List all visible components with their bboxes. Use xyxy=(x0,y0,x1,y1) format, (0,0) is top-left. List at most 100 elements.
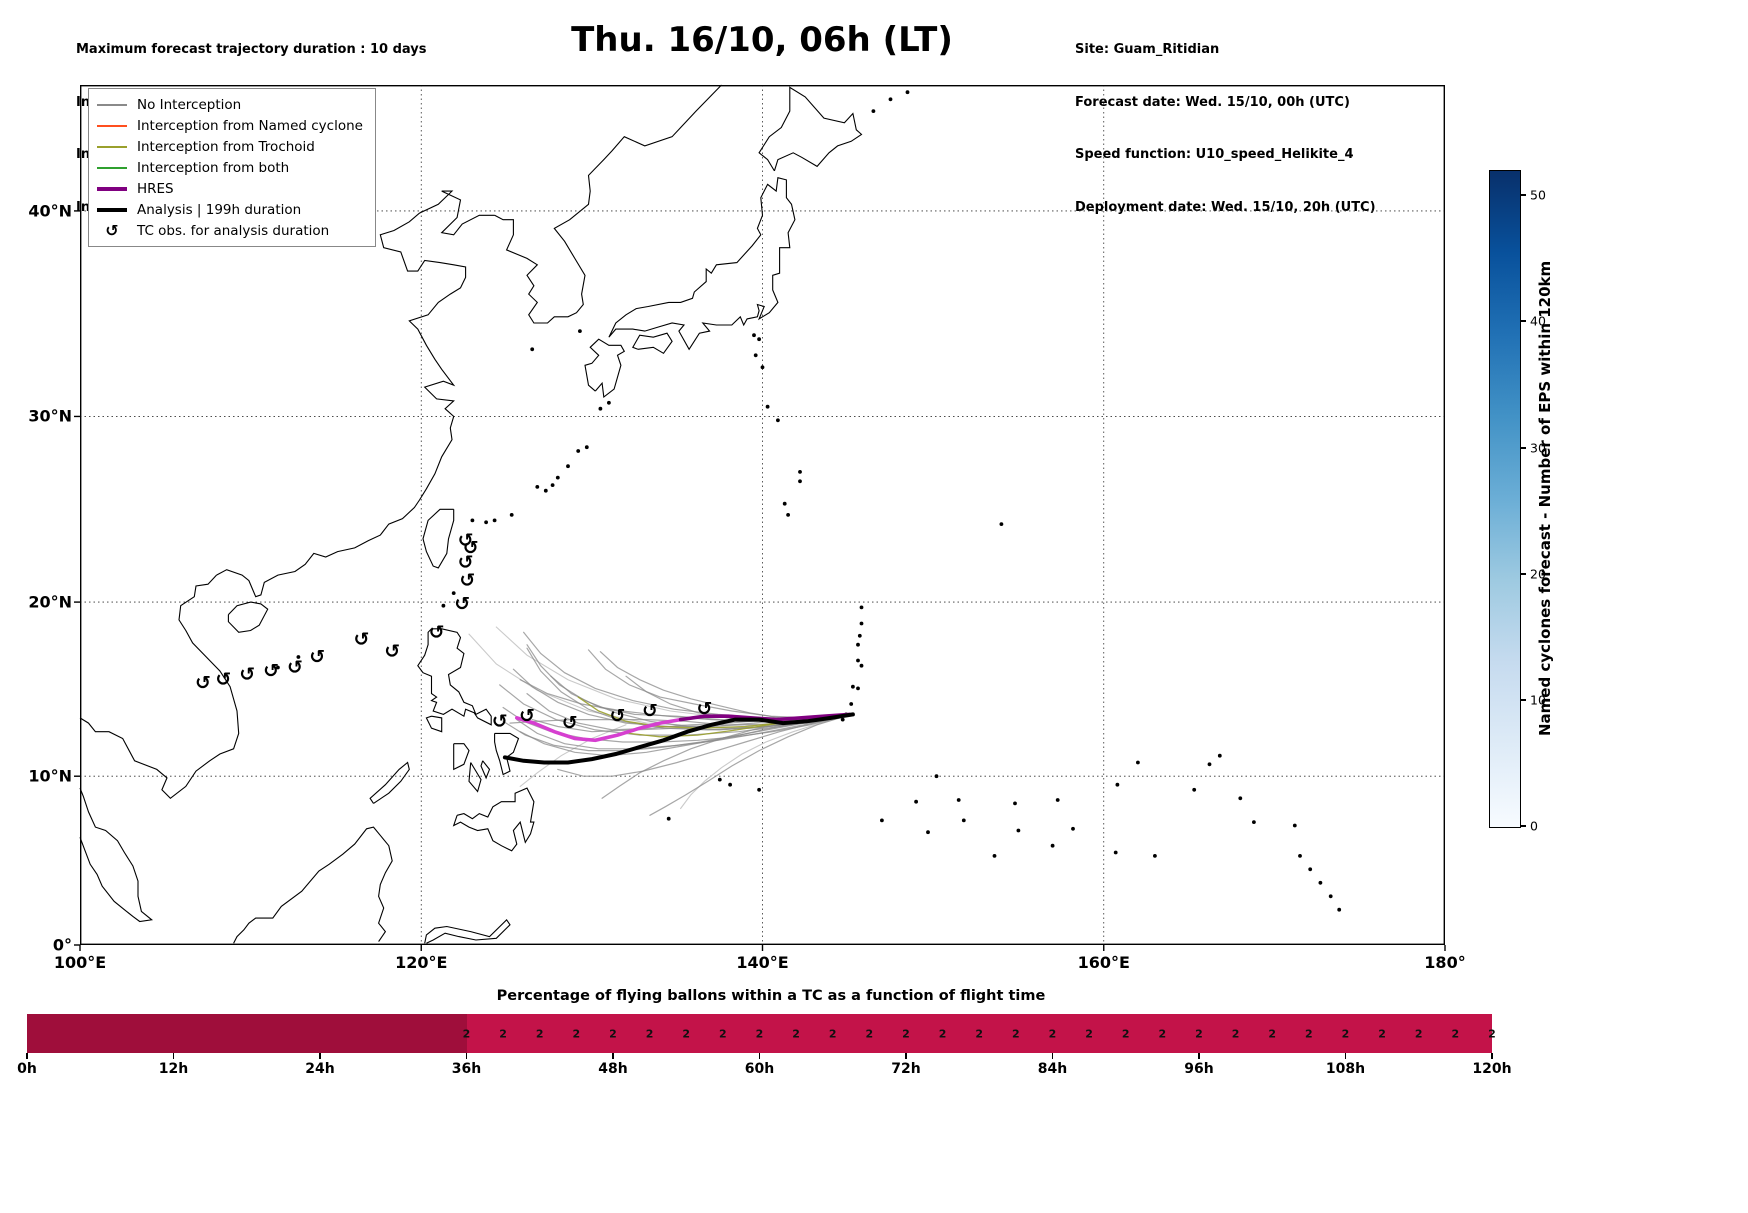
bottom-chart-title: Percentage of flying ballons within a TC… xyxy=(496,988,1046,1004)
island-dot xyxy=(555,475,560,480)
island-dot xyxy=(1298,854,1302,858)
island-dot xyxy=(786,513,790,517)
legend-entry-6: ↺ TC obs. for analysis duration xyxy=(97,220,363,241)
coastline xyxy=(494,84,722,324)
tc-obs-marker: ↺ xyxy=(263,660,279,682)
island-dot xyxy=(1055,798,1060,802)
bottom-bar-value: 2 xyxy=(938,1027,947,1040)
x-axis-label: 140°E xyxy=(736,953,789,972)
legend-line-swatch xyxy=(97,166,127,169)
bottom-bar-value: 2 xyxy=(975,1027,984,1040)
colorbar xyxy=(1489,170,1521,828)
colorbar-label: Named cyclones forecast - Number of EPS … xyxy=(1536,260,1554,736)
bottom-bar-value: 2 xyxy=(755,1027,764,1040)
island-dot xyxy=(1136,760,1140,765)
bottom-axis-tick-mark xyxy=(905,1053,907,1059)
legend-entry-5: Analysis | 199h duration xyxy=(97,199,363,220)
island-dot xyxy=(760,365,765,370)
island-dot xyxy=(859,605,864,610)
island-dot xyxy=(905,90,910,95)
legend-label: Analysis | 199h duration xyxy=(137,201,302,218)
island-dot xyxy=(1328,894,1333,899)
bottom-bar-value: 2 xyxy=(719,1027,727,1040)
tc-obs-marker: ↺ xyxy=(429,621,445,643)
trajectory-map: ↺ ↺ ↺ ↺ ↺ ↺ ↺ ↺ ↺ ↺ ↺ ↺ ↺ ↺ ↺ ↺ ↺ ↺ ↺ ↺ No Interception Inte… xyxy=(54,84,1466,972)
coastline xyxy=(417,628,492,726)
y-axis-label: 10°N xyxy=(28,766,72,786)
island-dot xyxy=(1308,867,1313,872)
tc-obs-marker: ↺ xyxy=(309,646,325,668)
island-dot xyxy=(798,470,802,474)
island-dot xyxy=(782,501,787,506)
tc-obs-marker: ↺ xyxy=(454,593,470,615)
island-dot xyxy=(1318,880,1323,885)
coastline xyxy=(233,826,393,944)
meta-forecast-date: Forecast date: Wed. 15/10, 00h (UTC) xyxy=(1075,94,1350,110)
bottom-bar-value: 2 xyxy=(682,1027,691,1040)
x-axis-label: 120°E xyxy=(395,953,448,972)
track-analysis xyxy=(502,712,855,765)
bottom-bar: 2 2 2 2 2 2 2 2 2 2 2 2 2 2 2 2 2 2 2 2 2 2 2 2 2 2 2 2 2 xyxy=(27,1014,1496,1053)
bottom-bar-value: 2 xyxy=(1341,1027,1350,1040)
island-dot xyxy=(859,621,864,626)
header-meta-right: Site: Guam_Ritidian Forecast date: Wed. … xyxy=(1075,6,1376,234)
legend-entry-2: Interception from Trochoid xyxy=(97,136,363,157)
tc-obs-marker: ↺ xyxy=(463,537,479,559)
island-dot xyxy=(999,522,1004,526)
map-legend: No Interception Interception from Named c… xyxy=(88,88,376,247)
coastline xyxy=(452,787,535,852)
track-ensemble-faint xyxy=(519,724,627,787)
island-dot xyxy=(1337,907,1342,912)
legend-entry-1: Interception from Named cyclone xyxy=(97,115,363,136)
meta-speed-function: Speed function: U10_speed_Helikite_4 xyxy=(1075,147,1354,162)
bottom-bar-value: 2 xyxy=(865,1027,874,1040)
island-dot xyxy=(584,445,589,450)
legend-label: Interception from both xyxy=(137,159,290,176)
legend-line-swatch xyxy=(97,145,127,148)
track-hres-west xyxy=(515,716,683,743)
colorbar-tick-label: 0 xyxy=(1530,818,1538,834)
bottom-axis-tick-mark xyxy=(1051,1053,1054,1059)
coastline xyxy=(584,338,626,399)
bottom-bar-value: 2 xyxy=(499,1027,507,1040)
y-axis-label: 0° xyxy=(52,935,72,955)
colorbar-tick-label: 20 xyxy=(1530,566,1546,582)
colorbar-tick-mark xyxy=(1520,698,1526,701)
track-ensemble xyxy=(516,713,852,750)
coastline xyxy=(369,761,410,804)
bottom-bar-value: 2 xyxy=(645,1027,654,1040)
bottom-axis-tick-mark xyxy=(319,1053,321,1059)
colorbar-tick-label: 30 xyxy=(1530,440,1546,456)
tc-obs-marker: ↺ xyxy=(697,698,713,720)
tc-obs-marker: ↺ xyxy=(215,669,231,691)
legend-line-swatch xyxy=(97,124,127,127)
bottom-bar-value: 2 xyxy=(1378,1027,1386,1040)
island-dot xyxy=(535,485,540,489)
coastline xyxy=(79,574,240,800)
island-dot xyxy=(666,816,671,821)
bottom-bar-value: 2 xyxy=(1451,1027,1460,1040)
island-dot xyxy=(992,854,997,858)
bottom-axis-tick-label: 12h xyxy=(158,1061,189,1077)
coastline xyxy=(216,190,495,598)
track-ensemble xyxy=(649,713,852,816)
bottom-axis-tick-label: 48h xyxy=(598,1061,628,1077)
island-dot xyxy=(578,329,582,333)
island-dot xyxy=(530,347,535,352)
meta-site: Site: Guam_Ritidian xyxy=(1075,42,1220,57)
colorbar-tick-mark xyxy=(1520,572,1526,575)
track-ensemble xyxy=(587,649,852,719)
meta-max-duration: Maximum forecast trajectory duration : 1… xyxy=(76,42,427,57)
island-dot xyxy=(1153,854,1157,858)
island-dot xyxy=(1016,828,1021,833)
bottom-bar-value: 2 xyxy=(828,1027,837,1040)
bottom-axis: 0h 12h 24h 36h 48h 60h 72h 84h 96h 108h 120h xyxy=(17,1053,1512,1083)
coastline xyxy=(608,177,796,351)
island-dot xyxy=(914,799,918,804)
bottom-axis-tick-label: 24h xyxy=(305,1061,335,1077)
island-dot xyxy=(1013,801,1017,806)
island-dot xyxy=(576,449,581,453)
bottom-bar-value: 2 xyxy=(1231,1027,1240,1040)
bottom-bar-value: 2 xyxy=(792,1027,800,1040)
island-dot xyxy=(276,665,280,670)
